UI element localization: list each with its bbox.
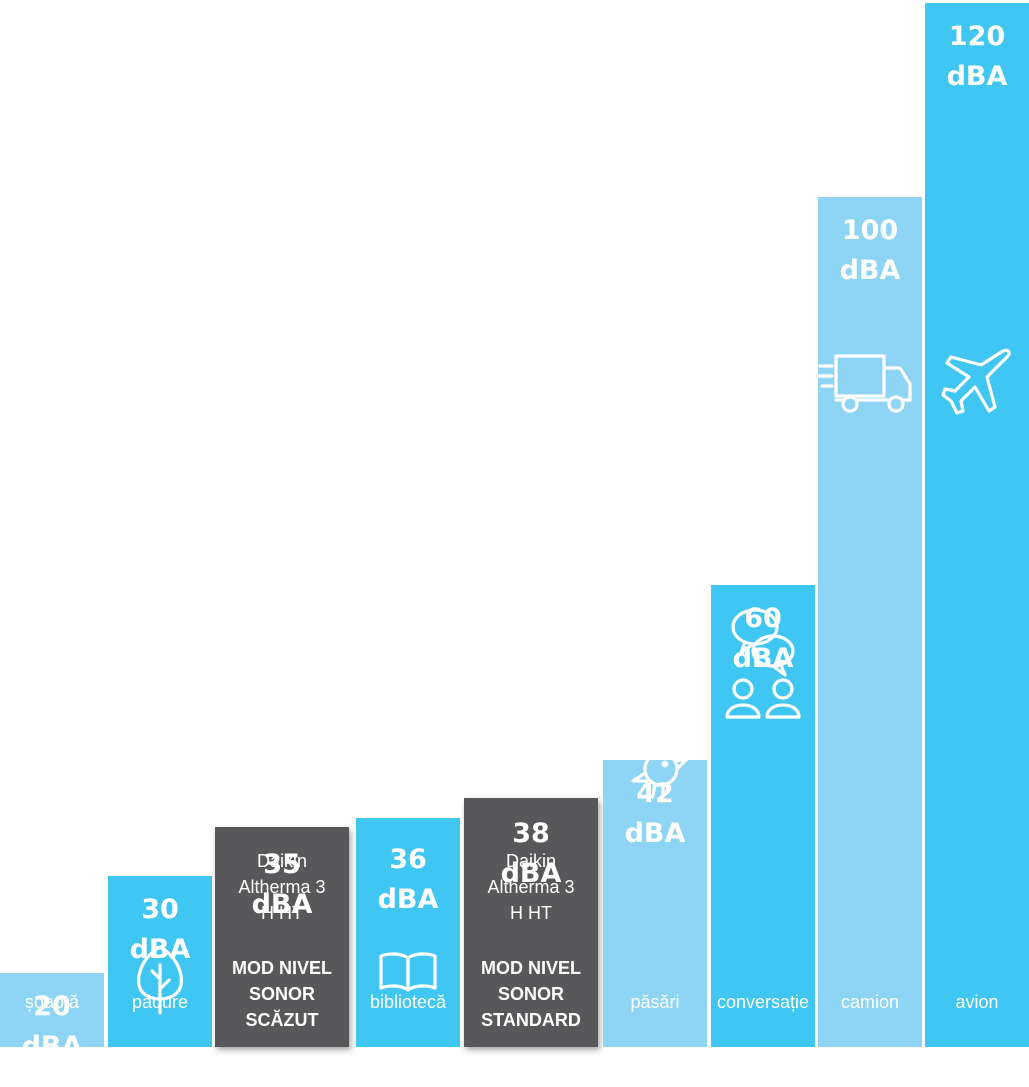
bar-value-label: 30 dBA xyxy=(108,890,212,970)
sound-mode-label: MOD NIVEL SONOR SCĂZUT xyxy=(215,955,349,1033)
bar-value-label: 100 dBA xyxy=(818,211,922,291)
device-name-line: H HT xyxy=(261,903,303,923)
device-name: Daikin Altherma 3 H HT xyxy=(215,848,349,926)
truck-icon xyxy=(818,352,914,416)
bar-value-label: 42 dBA xyxy=(603,774,707,854)
sound-mode-line: MOD NIVEL xyxy=(231,958,332,978)
bar-value-unit: dBA xyxy=(946,61,1008,92)
sound-mode-line: SCĂZUT xyxy=(245,1010,319,1030)
bar-value-label: 35 dBA xyxy=(215,845,349,925)
bar-category-label: bibliotecă xyxy=(369,992,447,1012)
bar-value-unit: dBA xyxy=(839,255,901,286)
bar-value-unit: dBA xyxy=(377,884,439,915)
bar-4: 38 dBA Daikin Altherma 3 H HT MOD NIVEL SONOR S… xyxy=(464,798,598,1047)
bar-value-number: 36 xyxy=(389,844,427,875)
bar-value-unit: dBA xyxy=(21,1031,83,1062)
device-name-line: Altherma 3 xyxy=(487,877,575,897)
bar-6: 60 dBA conversație xyxy=(711,585,815,1047)
sound-mode-line: SONOR xyxy=(497,984,564,1004)
bar-category-label: șoaptă xyxy=(24,992,80,1012)
airplane-icon xyxy=(941,345,1013,417)
bar-7: 100 dBA camion xyxy=(818,197,922,1047)
bar-1: 30 dBA pădure xyxy=(108,876,212,1047)
bar-3: 36 dBA bibliotecă xyxy=(356,818,460,1047)
bar-value-number: 120 xyxy=(948,21,1006,52)
sound-mode-line: STANDARD xyxy=(481,1010,581,1030)
device-name-line: Daikin xyxy=(505,851,557,871)
device-name-line: Altherma 3 xyxy=(238,877,326,897)
device-name: Daikin Altherma 3 H HT xyxy=(464,848,598,926)
bar-0: 20 dBA șoaptă xyxy=(0,869,104,1062)
sound-mode-line: MOD NIVEL xyxy=(480,958,581,978)
conversation-icon xyxy=(723,607,805,721)
bar-8: 120 dBA avion xyxy=(925,3,1029,1047)
bar-value-unit: dBA xyxy=(624,818,686,849)
device-name-line: H HT xyxy=(510,903,552,923)
sound-mode-label: MOD NIVEL SONOR STANDARD xyxy=(464,955,598,1033)
bar-category-label: avion xyxy=(955,992,999,1012)
bar-value-unit: dBA xyxy=(129,934,191,965)
bar-5: 42 dBA păsări xyxy=(603,721,707,1047)
whisper-icon xyxy=(6,869,98,941)
bar-value-label: 38 dBA xyxy=(464,814,598,894)
bar-category-label: conversație xyxy=(716,992,810,1012)
sound-mode-line: SONOR xyxy=(248,984,315,1004)
bar-value-number: 100 xyxy=(841,215,899,246)
bar-value-number: 30 xyxy=(141,894,179,925)
bar-value-label: 120 dBA xyxy=(925,17,1029,97)
bar-value-label: 36 dBA xyxy=(356,840,460,920)
bar-value-number: 35 xyxy=(263,849,301,880)
tree-icon xyxy=(133,943,187,1015)
bar-2: 35 dBA Daikin Altherma 3 H HT MOD NIVEL SONOR S… xyxy=(215,827,349,1047)
device-name-line: Daikin xyxy=(256,851,308,871)
bar-value-unit: dBA xyxy=(251,889,313,920)
bar-value-label: 20 dBA xyxy=(0,987,104,1067)
bar-value-number: 38 xyxy=(512,818,550,849)
bar-category-label: păsări xyxy=(630,992,680,1012)
book-icon xyxy=(377,950,439,994)
bar-value-number: 20 xyxy=(33,991,71,1022)
bar-category-label: camion xyxy=(840,992,900,1012)
bar-value-unit: dBA xyxy=(500,858,562,889)
bird-icon xyxy=(611,719,697,797)
